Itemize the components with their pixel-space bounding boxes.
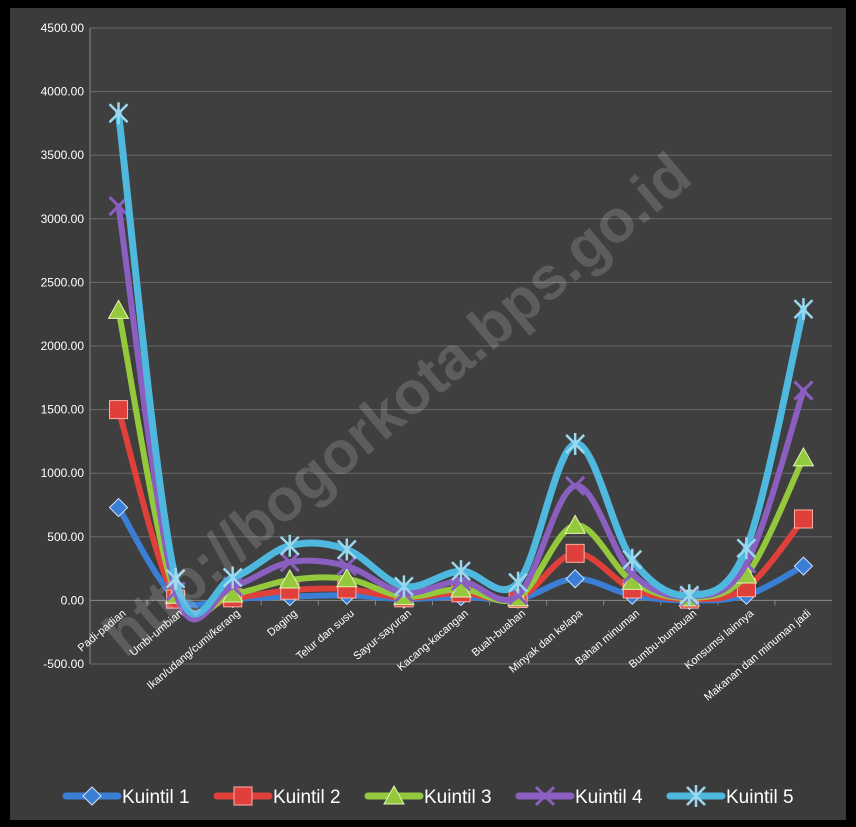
- y-tick-label: 1500.00: [41, 403, 85, 417]
- legend-item-kuintil-4: Kuintil 4: [515, 785, 643, 808]
- legend: Kuintil 1 Kuintil 2 Kuintil 3 Kuintil 4 Kuin…: [62, 784, 794, 808]
- legend-item-kuintil-3: Kuintil 3: [364, 784, 492, 808]
- y-tick-label: 0.00: [61, 593, 85, 607]
- legend-marker: [686, 785, 706, 807]
- y-tick-label: 1000.00: [41, 466, 85, 480]
- legend-item-kuintil-1: Kuintil 1: [62, 786, 190, 808]
- data-point: [336, 555, 357, 577]
- data-point: [622, 548, 643, 571]
- data-point: [736, 537, 757, 560]
- data-point: [108, 497, 129, 518]
- y-tick-label: -500.00: [43, 657, 84, 671]
- legend-label: Kuintil 5: [726, 787, 794, 808]
- y-tick-label: 3500.00: [41, 148, 85, 162]
- data-point: [679, 584, 700, 607]
- data-point: [222, 566, 243, 589]
- series-group: [107, 102, 815, 623]
- data-point: [336, 538, 357, 561]
- data-point: [793, 298, 814, 321]
- data-point: [793, 556, 814, 576]
- data-point: [565, 432, 586, 455]
- legend-item-kuintil-2: Kuintil 2: [213, 786, 341, 808]
- legend-marker: [534, 785, 556, 807]
- legend-item-kuintil-5: Kuintil 5: [666, 785, 794, 808]
- legend-label: Kuintil 2: [273, 787, 341, 808]
- series-kuintil-5: [108, 102, 814, 618]
- data-point: [394, 575, 414, 598]
- y-axis: -500.00 0.00 500.00 1000.00 1500.00 2000.00 25…: [41, 21, 91, 671]
- legend-label: Kuintil 1: [122, 787, 190, 808]
- data-point: [792, 446, 815, 467]
- data-point: [279, 552, 300, 573]
- legend-marker: [82, 786, 102, 806]
- legend-label: Kuintil 4: [575, 787, 643, 808]
- data-point: [564, 514, 587, 534]
- legend-marker: [233, 786, 253, 806]
- data-point: [793, 380, 814, 401]
- legend-marker: [383, 784, 405, 805]
- data-point: [793, 509, 813, 529]
- y-tick-label: 4500.00: [41, 21, 85, 35]
- data-point: [335, 567, 358, 588]
- data-point: [565, 543, 585, 563]
- y-tick-label: 3000.00: [41, 212, 85, 226]
- data-point: [279, 534, 300, 557]
- y-tick-label: 500.00: [47, 530, 84, 544]
- data-point: [451, 560, 471, 583]
- data-point: [108, 102, 129, 125]
- y-tick-label: 2000.00: [41, 339, 85, 353]
- legend-label: Kuintil 3: [424, 787, 492, 808]
- data-point: [109, 400, 129, 420]
- data-point: [508, 571, 528, 594]
- y-tick-label: 2500.00: [41, 275, 85, 289]
- y-tick-label: 4000.00: [41, 85, 85, 99]
- data-point: [278, 569, 301, 589]
- data-point: [107, 299, 130, 319]
- data-point: [165, 567, 186, 590]
- data-point: [565, 569, 585, 589]
- data-point: [565, 475, 586, 496]
